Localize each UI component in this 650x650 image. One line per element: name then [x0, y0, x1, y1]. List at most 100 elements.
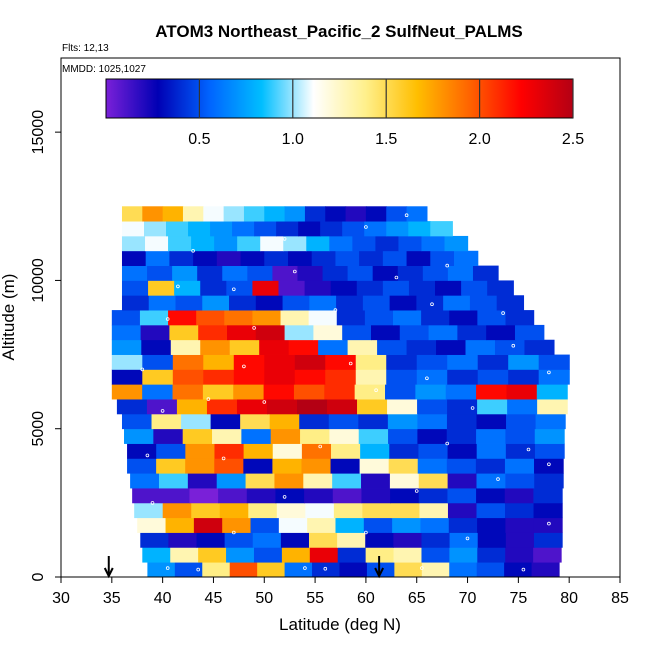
heatmap-cell — [535, 413, 566, 430]
heatmap-cell — [337, 532, 366, 548]
heatmap-cell — [229, 295, 257, 311]
heatmap-cell — [476, 502, 506, 519]
heatmap-cell — [386, 206, 408, 222]
heatmap-cell — [476, 443, 507, 459]
heatmap-cell — [176, 399, 208, 415]
heatmap-cell — [449, 310, 478, 326]
heatmap-cell — [486, 324, 516, 341]
heatmap-cell — [418, 488, 449, 504]
heatmap-cell — [386, 369, 418, 385]
heatmap-cell — [393, 532, 423, 548]
heatmap-cell — [537, 399, 568, 415]
heatmap-cell — [240, 413, 271, 430]
heatmap-cell — [214, 458, 244, 474]
heatmap-cell — [534, 443, 565, 459]
heatmap-cell — [160, 488, 191, 504]
heatmap-cell — [505, 502, 535, 519]
heatmap-cell — [477, 354, 509, 370]
heatmap-cell — [342, 324, 372, 341]
heatmap-cell — [162, 502, 192, 519]
heatmap-cell — [142, 384, 174, 400]
heatmap-cell — [354, 384, 386, 400]
heatmap-cell — [311, 250, 337, 266]
heatmap-cell — [243, 206, 265, 222]
heatmap-cell — [420, 517, 450, 533]
heatmap-cell — [477, 517, 507, 533]
heatmap-cell — [293, 384, 325, 400]
sample-point — [252, 326, 256, 330]
sample-point — [526, 447, 531, 452]
x-tick-label: 30 — [52, 590, 70, 607]
heatmap-cell — [325, 354, 357, 370]
heatmap-cell — [308, 310, 338, 326]
heatmap-cell — [359, 458, 390, 474]
sample-point — [419, 566, 424, 570]
heatmap-cell — [418, 443, 449, 459]
heatmap-cell — [145, 250, 171, 266]
heatmap-cell — [386, 354, 418, 370]
heatmap-cell — [174, 562, 203, 578]
colorbar-gradient — [105, 78, 574, 119]
heatmap-cell — [449, 562, 478, 578]
heatmap-cell — [335, 517, 365, 533]
heatmap-cell — [166, 221, 189, 237]
heatmap-cell — [142, 369, 174, 385]
heatmap-cell — [331, 443, 361, 459]
x-tick-label: 70 — [459, 590, 477, 607]
sample-point — [501, 311, 505, 315]
heatmap-cell — [224, 532, 254, 548]
heatmap-cell — [447, 443, 478, 459]
heatmap-cell — [325, 206, 347, 222]
heatmap-cell — [359, 250, 384, 266]
heatmap-cell — [347, 339, 378, 355]
heatmap-cell — [504, 488, 534, 504]
heatmap-cell — [111, 384, 143, 400]
heatmap-cell — [165, 517, 195, 533]
heatmap-cell — [121, 295, 150, 311]
heatmap-cell — [236, 399, 268, 415]
heatmap-cell — [324, 384, 356, 400]
heatmap-cell — [533, 532, 563, 548]
heatmap-cell — [299, 413, 330, 430]
colorbar-tick-label: 0.5 — [188, 131, 210, 148]
heatmap-cell — [142, 547, 171, 563]
heatmap-cell — [280, 532, 310, 548]
heatmap-cell — [345, 206, 367, 222]
sample-point — [232, 530, 236, 535]
heatmap-cell — [328, 413, 359, 430]
heatmap-cell — [260, 235, 284, 252]
sample-point — [364, 225, 368, 229]
heatmap-cell — [197, 265, 223, 281]
heatmap-cell — [264, 206, 286, 222]
heatmap-cell — [375, 235, 400, 252]
heatmap-cell — [533, 547, 562, 563]
colorbar-tick-label: 2.5 — [562, 131, 584, 148]
heatmap-cell — [408, 280, 436, 296]
heatmap-cell — [476, 413, 507, 430]
heatmap-cell — [330, 458, 361, 474]
heatmap-cell — [272, 443, 303, 459]
heatmap-cell — [335, 250, 360, 266]
heatmap-cell — [366, 562, 395, 578]
x-tick-label: 60 — [357, 590, 375, 607]
heatmap-cell — [270, 428, 301, 444]
heatmap-cell — [226, 547, 255, 563]
heatmap-cell — [533, 517, 563, 533]
heatmap-cell — [193, 250, 218, 266]
heatmap-cell — [329, 428, 360, 444]
heatmap-cell — [362, 295, 391, 311]
heatmap-cell — [394, 562, 423, 578]
heatmap-cell — [245, 473, 276, 489]
heatmap-cell — [428, 324, 458, 341]
heatmap-cell — [447, 354, 479, 370]
heatmap-cell — [280, 310, 310, 326]
x-tick-label: 40 — [154, 590, 172, 607]
heatmap-cell — [536, 384, 568, 400]
heatmap-cell — [278, 280, 306, 296]
heatmap-cell — [504, 562, 533, 578]
heatmap-cell — [392, 517, 422, 533]
heatmap-cell — [170, 547, 199, 563]
heatmap-cell — [147, 265, 173, 281]
sample-point — [145, 453, 150, 458]
heatmap-cell — [534, 428, 565, 444]
